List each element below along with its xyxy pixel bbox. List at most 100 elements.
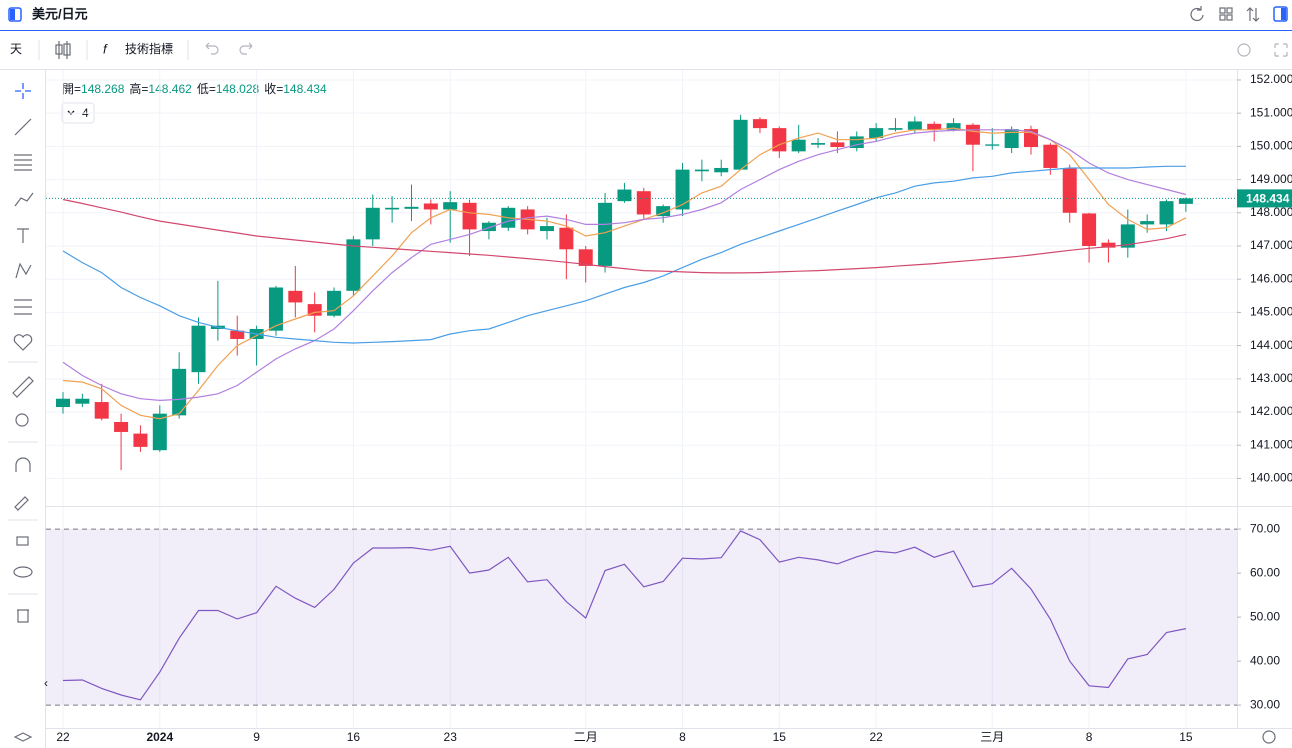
y-tick-label: 50.00	[1250, 609, 1280, 623]
candle-body	[385, 207, 400, 210]
candle-body	[230, 330, 245, 339]
settings-icon[interactable]	[1237, 43, 1251, 57]
y-tick-label: 30.00	[1250, 697, 1280, 711]
redo-icon[interactable]	[239, 42, 253, 55]
layers-icon[interactable]	[13, 732, 33, 742]
candle-body	[733, 119, 748, 170]
high-label: 高=	[129, 81, 148, 96]
candle-body	[1101, 242, 1116, 248]
candle-body	[1159, 201, 1174, 225]
candle-body	[927, 123, 942, 130]
candle-body	[1062, 167, 1077, 213]
chevron-icon	[67, 110, 75, 115]
open-value: 148.268	[81, 82, 125, 96]
high-value: 148.462	[148, 82, 192, 96]
y-tick-label: 145.000	[1250, 305, 1292, 319]
x-tick-label: 22	[56, 730, 70, 744]
candle-body	[617, 189, 632, 202]
interval-button[interactable]: 天	[10, 42, 22, 56]
left-toolbar	[8, 83, 38, 742]
draw-mode-tool[interactable]	[14, 496, 29, 511]
candle-body	[191, 325, 206, 373]
visibility-tool[interactable]	[13, 566, 33, 578]
y-tick-label: 142.000	[1250, 404, 1292, 418]
candle-body	[675, 169, 690, 210]
magnet-tool[interactable]	[15, 457, 31, 472]
candle-type-icon[interactable]	[55, 41, 71, 59]
x-tick-label: 2024	[146, 730, 173, 744]
y-tick-label: 152.000	[1250, 72, 1292, 86]
ruler-tool[interactable]	[12, 376, 34, 398]
y-tick-label: 140.000	[1250, 471, 1292, 485]
x-tick-label: 8	[679, 730, 686, 744]
candle-body	[1004, 129, 1019, 149]
candle-body	[907, 121, 922, 130]
candle-body	[327, 290, 342, 316]
compare-icon[interactable]	[1246, 7, 1260, 22]
plot-area: 22 2024 9 16 23 二月 8 15 22 三月 8 15 140.000 141.000 142…	[46, 70, 1292, 744]
delete-tool[interactable]	[17, 609, 29, 623]
candle-body	[1120, 224, 1135, 248]
candle-body	[849, 136, 864, 149]
zoom-tool[interactable]	[15, 413, 29, 427]
candle-body	[1140, 221, 1155, 225]
candle-body	[346, 239, 361, 291]
y-tick-label: 146.000	[1250, 271, 1292, 285]
brush-tool[interactable]	[14, 192, 34, 207]
ohlc-legend: 開=148.268 高=148.462 低=148.028 收=148.434	[62, 81, 327, 96]
candle-body	[481, 222, 496, 232]
x-tick-label: 8	[1086, 730, 1093, 744]
fullscreen-icon[interactable]	[1274, 43, 1288, 57]
candle-body	[830, 142, 845, 148]
candle-body	[772, 128, 787, 152]
panel-icon[interactable]	[1273, 6, 1288, 22]
candle-body	[172, 368, 187, 416]
candle-body	[1082, 213, 1097, 246]
y-tick-label: 70.00	[1250, 521, 1280, 535]
moving-average-line	[62, 165, 1186, 344]
last-price-label: 148.434	[1246, 192, 1290, 206]
candle-body	[656, 206, 671, 217]
open-label: 開=	[62, 82, 81, 96]
candle-body	[559, 227, 574, 250]
x-tick-label: 22	[869, 730, 883, 744]
refresh-icon[interactable]	[1190, 6, 1204, 22]
candle-body	[94, 402, 109, 419]
candle-body	[578, 249, 593, 266]
moving-average-line	[62, 127, 1187, 420]
crosshair-tool[interactable]	[15, 83, 31, 99]
layout-icon-fill	[10, 9, 15, 20]
y-tick-label: 144.000	[1250, 338, 1292, 352]
pane-settings-icon[interactable]	[1262, 730, 1276, 744]
pattern-tool[interactable]	[15, 262, 32, 279]
fx-icon: f	[103, 41, 108, 56]
candle-body	[965, 124, 980, 145]
y-tick-label: 143.000	[1250, 371, 1292, 385]
grid-icon[interactable]	[1219, 7, 1233, 21]
text-tool[interactable]	[17, 228, 29, 243]
candle-body	[811, 143, 826, 145]
y-tick-label: 151.000	[1250, 105, 1292, 119]
candle-body	[752, 119, 767, 129]
last-price-badge	[1237, 189, 1292, 208]
trendline-tool[interactable]	[14, 118, 32, 136]
prediction-tool[interactable]	[14, 299, 32, 315]
candle-body	[1178, 198, 1193, 204]
candle-body	[268, 287, 283, 331]
low-label: 低=	[197, 82, 216, 96]
indicators-button[interactable]: 技術指標	[125, 41, 173, 56]
candle-body	[598, 202, 613, 266]
undo-icon[interactable]	[205, 42, 219, 55]
close-value: 148.434	[283, 82, 327, 96]
x-tick-label: 9	[253, 730, 260, 744]
symbol-title: 美元/日元	[32, 6, 88, 21]
candle-body	[443, 202, 458, 210]
fib-tool[interactable]	[14, 154, 32, 171]
lock-tool[interactable]	[16, 536, 29, 546]
band-fill	[46, 529, 1237, 706]
moving-average-line	[62, 198, 1187, 274]
collapse-arrow[interactable]: ‹	[44, 676, 48, 690]
y-tick-label: 147.000	[1250, 238, 1292, 252]
layout-icon[interactable]	[8, 7, 22, 22]
favorite-tool[interactable]	[13, 334, 33, 351]
